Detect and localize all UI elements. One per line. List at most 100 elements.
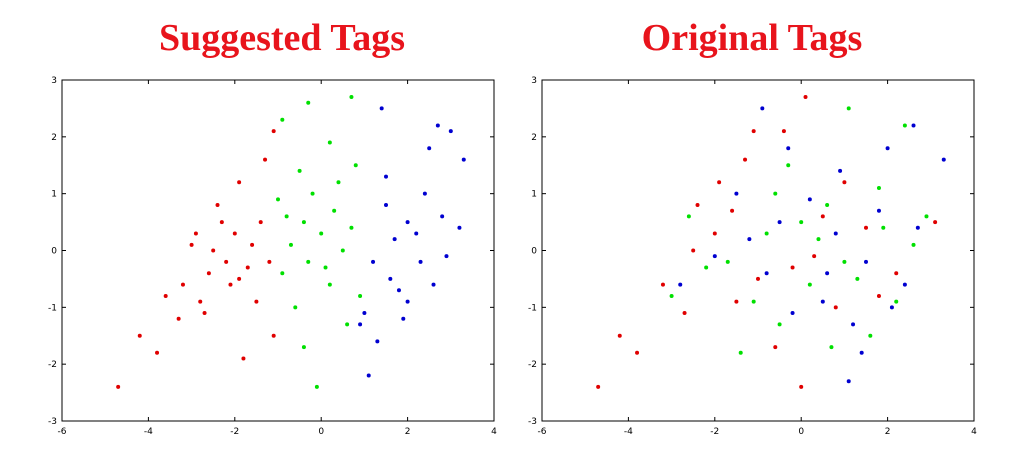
data-point [254,299,259,304]
data-point [180,282,185,287]
data-point [375,339,380,344]
data-point [868,333,873,338]
data-point [284,214,289,219]
data-point [881,225,886,230]
plot-frame [61,79,495,422]
data-point [825,271,830,276]
data-point [418,259,423,264]
data-point [781,129,786,134]
data-point [288,242,293,247]
data-point [358,322,363,327]
data-point [790,311,795,316]
data-point [712,231,717,236]
data-point [682,311,687,316]
data-point [405,299,410,304]
data-point [829,345,834,350]
data-point [431,282,436,287]
data-point [388,276,393,281]
data-point [371,259,376,264]
data-point [189,242,194,247]
y-tick-label: 1 [531,190,537,200]
data-point [116,384,121,389]
data-point [332,208,337,213]
data-point [911,242,916,247]
data-point [816,237,821,242]
data-point [812,254,817,259]
data-point [846,379,851,384]
data-point [323,265,328,270]
chart-title-original-tags: Original Tags [641,17,863,59]
data-point [405,220,410,225]
data-point [362,311,367,316]
data-point [276,197,280,202]
data-point [384,203,388,208]
data-point [414,231,419,236]
data-point [224,259,229,264]
data-point [838,168,843,173]
data-point [635,350,640,355]
data-point [349,95,354,100]
data-point [885,146,890,151]
data-point [790,265,795,270]
data-point [206,271,211,276]
data-point [245,265,250,270]
data-point [163,293,168,298]
data-point [137,333,142,338]
data-point [448,129,453,134]
data-point [876,185,881,190]
data-point [358,293,363,298]
data-point [846,106,851,111]
data-point [799,384,804,389]
data-point [280,271,285,276]
data-point [777,220,782,225]
x-tick-label: -2 [710,427,719,437]
y-tick-label: 0 [51,247,57,257]
data-point [301,345,306,350]
data-point [306,259,311,264]
data-point [379,106,384,111]
data-point [457,225,462,230]
data-point [202,311,207,316]
y-tick-label: -3 [48,417,57,427]
data-point [461,157,466,162]
data-point [267,259,272,264]
data-point [349,225,354,230]
data-point [704,265,709,270]
x-tick-label: -6 [538,427,547,437]
x-tick-label: -6 [58,427,67,437]
data-point [306,100,311,105]
data-point [941,157,946,162]
data-point [440,214,445,219]
data-point [902,123,907,128]
y-tick-label: 1 [51,190,57,200]
data-point [764,271,769,276]
data-point [786,163,791,168]
data-point [427,146,432,151]
data-point [738,350,743,355]
x-tick-label: 0 [798,427,804,437]
data-point [232,231,237,236]
data-point [327,282,332,287]
y-tick-label: -1 [528,303,537,313]
data-point [807,282,812,287]
data-point [725,259,730,264]
data-point [314,384,319,389]
data-point [250,242,255,247]
data-point [263,157,268,162]
data-point [219,220,224,225]
data-point [353,163,358,168]
data-point [876,293,881,298]
data-point [176,316,181,321]
data-point [842,259,847,264]
data-point [310,191,315,196]
data-point [933,220,938,225]
data-point [155,350,160,355]
y-tick-label: -2 [48,360,57,370]
data-point [825,203,830,208]
x-tick-label: 2 [405,427,411,437]
data-point [678,282,683,287]
data-point [859,350,864,355]
y-tick-label: -1 [48,303,57,313]
y-tick-label: 3 [51,76,57,86]
data-point [803,95,808,100]
